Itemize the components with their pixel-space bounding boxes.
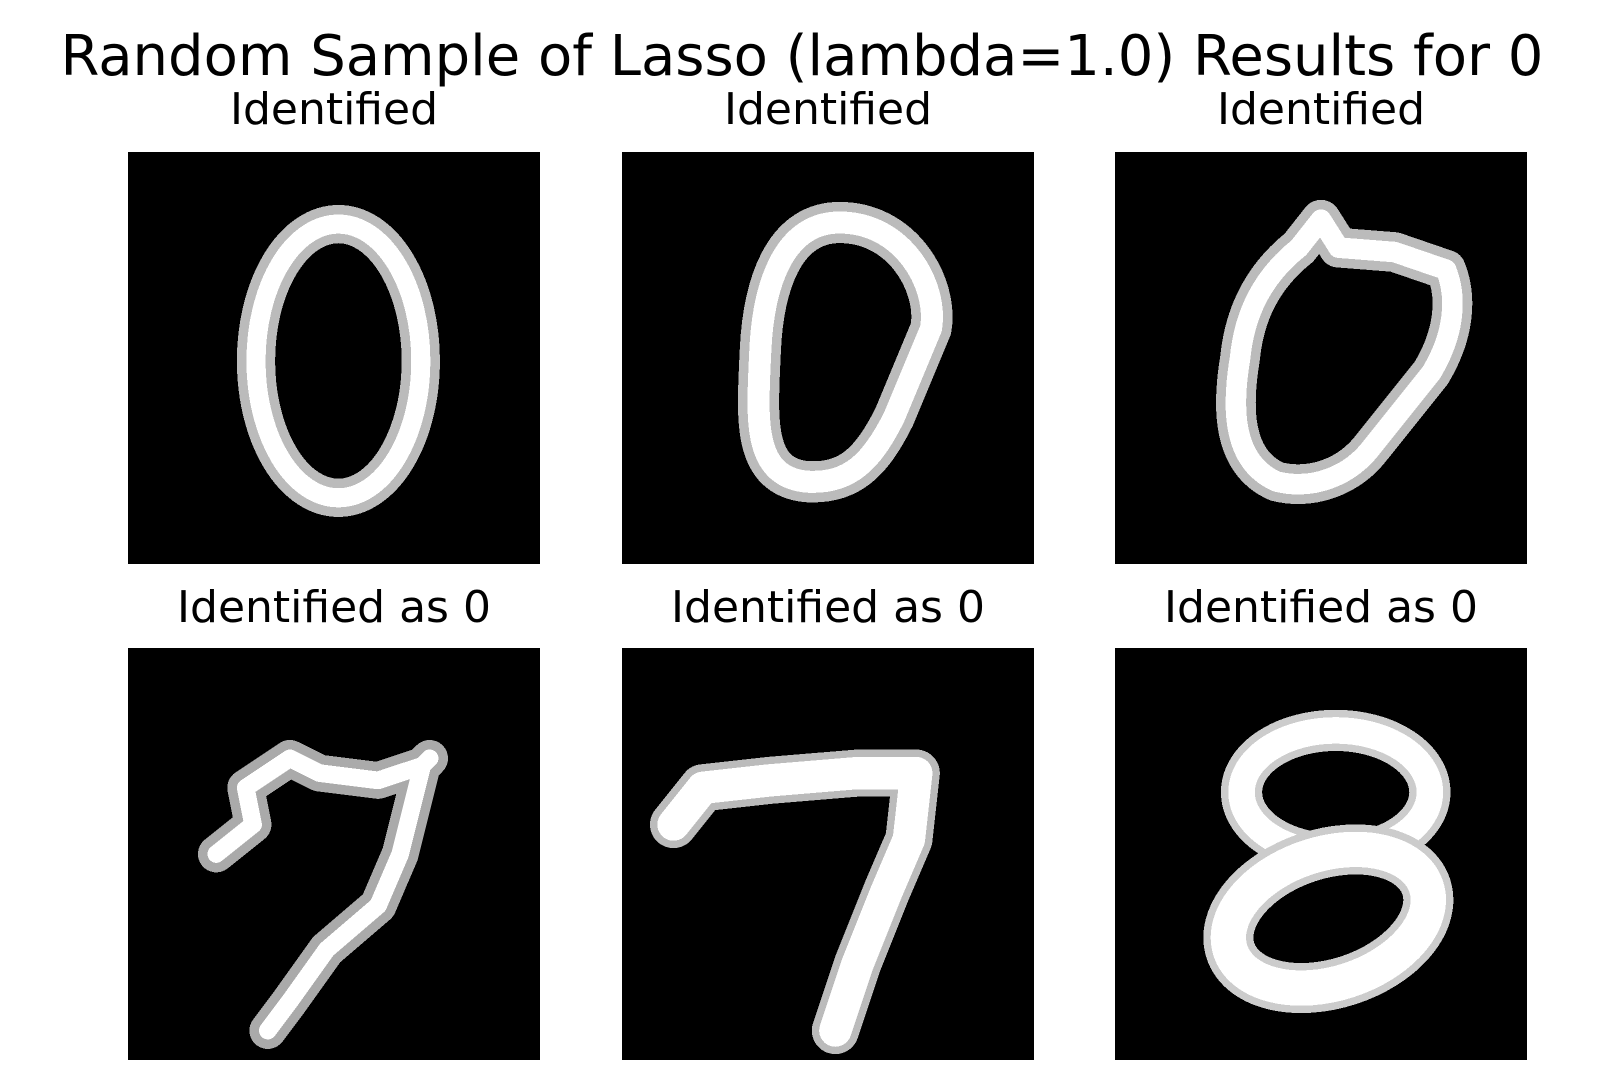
digit-image-panel bbox=[1115, 152, 1527, 564]
digit-0-icon bbox=[1115, 152, 1527, 564]
digit-image-panel bbox=[622, 648, 1034, 1060]
digit-7-icon bbox=[622, 648, 1034, 1060]
panel-title: Identified as 0 bbox=[671, 582, 985, 633]
digit-0-icon bbox=[622, 152, 1034, 564]
figure-title: Random Sample of Lasso (lambda=1.0) Resu… bbox=[60, 24, 1544, 89]
digit-image-panel bbox=[128, 648, 540, 1060]
digit-image-panel bbox=[622, 152, 1034, 564]
panel-title: Identified as 0 bbox=[1164, 582, 1478, 633]
panel-title: Identified bbox=[1216, 84, 1426, 135]
digit-0-icon bbox=[128, 152, 540, 564]
panel-title: Identified as 0 bbox=[177, 582, 491, 633]
panel-title: Identified bbox=[229, 84, 439, 135]
digit-image-panel bbox=[128, 152, 540, 564]
panel-title: Identified bbox=[723, 84, 933, 135]
digit-8-icon bbox=[1115, 648, 1527, 1060]
digit-image-panel bbox=[1115, 648, 1527, 1060]
digit-7-icon bbox=[128, 648, 540, 1060]
